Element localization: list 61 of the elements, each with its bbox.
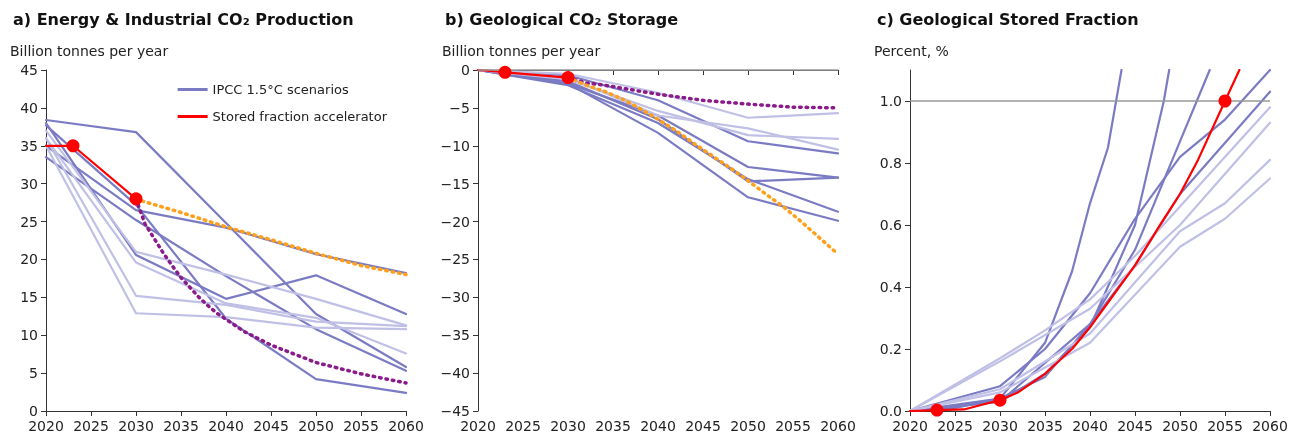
- y-tick-label: 35: [20, 137, 38, 154]
- legend-label: Stored fraction accelerator: [212, 109, 388, 124]
- y-tick-label: 0.4: [879, 279, 903, 295]
- y-tick-label: −5: [449, 99, 470, 116]
- x-tick-label: 2030: [550, 418, 586, 434]
- x-tick-label: 2050: [1162, 418, 1198, 434]
- x-tick-label: 2050: [730, 418, 766, 434]
- x-tick-label: 2025: [937, 418, 973, 434]
- x-tick-label: 2060: [820, 418, 856, 434]
- x-tick-label: 2055: [775, 418, 811, 434]
- y-tick-label: 5: [29, 365, 38, 382]
- y-tick-label: 40: [20, 99, 38, 116]
- y-tick-label: −35: [440, 327, 470, 344]
- y-axis-title: Percent, %: [874, 43, 949, 59]
- y-tick-label: 0: [29, 403, 38, 419]
- y-tick-label: −30: [440, 289, 470, 306]
- x-tick-label: 2040: [1072, 418, 1108, 434]
- x-tick-label: 2025: [73, 418, 109, 434]
- y-tick-label: 10: [20, 327, 38, 344]
- y-tick-label: 0.8: [879, 155, 902, 171]
- y-tick-label: 0.2: [879, 341, 902, 357]
- x-tick-label: 2045: [685, 418, 721, 434]
- x-tick-label: 2030: [982, 418, 1018, 434]
- y-tick-label: −10: [440, 137, 470, 154]
- y-tick-label: −20: [440, 213, 470, 230]
- x-tick-label: 2040: [640, 418, 676, 434]
- x-tick-label: 2060: [388, 418, 424, 434]
- x-tick-label: 2020: [460, 418, 496, 434]
- y-tick-label: −15: [440, 175, 470, 192]
- chart-title: c) Geological Stored Fraction: [877, 9, 1139, 29]
- x-tick-label: 2025: [505, 418, 541, 434]
- x-tick-label: 2020: [28, 418, 64, 434]
- y-axis-title: Billion tonnes per year: [10, 43, 169, 59]
- x-tick-label: 2050: [298, 418, 334, 434]
- legend-label: IPCC 1.5°C scenarios: [212, 82, 349, 97]
- x-tick-label: 2020: [892, 418, 928, 434]
- x-tick-label: 2045: [253, 418, 289, 434]
- x-tick-label: 2035: [1027, 418, 1063, 434]
- x-tick-label: 2035: [595, 418, 631, 434]
- x-tick-label: 2040: [208, 418, 244, 434]
- y-tick-label: 20: [20, 251, 38, 268]
- x-tick-label: 2035: [163, 418, 199, 434]
- y-tick-label: 0: [461, 62, 470, 78]
- x-tick-label: 2055: [1207, 418, 1243, 434]
- y-tick-label: 1.0: [879, 93, 902, 109]
- chart-title: b) Geological CO₂ Storage: [445, 9, 679, 29]
- y-tick-label: −45: [440, 403, 470, 419]
- y-axis-title: Billion tonnes per year: [442, 43, 601, 59]
- y-tick-label: 25: [20, 213, 38, 230]
- x-tick-label: 2045: [1117, 418, 1153, 434]
- y-tick-label: −40: [440, 365, 470, 382]
- y-tick-label: −25: [440, 251, 470, 268]
- y-tick-label: 0.6: [879, 217, 903, 233]
- chart-title: a) Energy & Industrial CO₂ Production: [13, 9, 354, 29]
- y-tick-label: 45: [20, 62, 38, 78]
- x-tick-label: 2030: [118, 418, 154, 434]
- x-tick-label: 2060: [1252, 418, 1288, 434]
- x-tick-label: 2055: [343, 418, 379, 434]
- y-tick-label: 30: [20, 175, 38, 192]
- y-tick-label: 0.0: [879, 403, 902, 419]
- y-tick-label: 15: [20, 289, 38, 306]
